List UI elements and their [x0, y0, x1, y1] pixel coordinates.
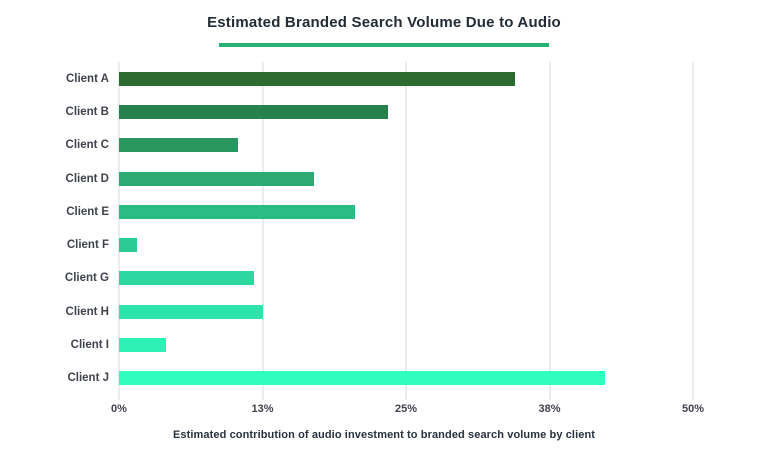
category-label: Client D [65, 172, 109, 185]
bar [119, 304, 263, 319]
chart-row: Client C [66, 129, 693, 162]
gridline [405, 62, 407, 400]
bar [119, 338, 167, 353]
x-axis: 0% 13% 25% 38% 50% [111, 395, 704, 419]
category-label: Client C [65, 139, 109, 152]
bar [119, 204, 356, 219]
chart-row: Client B [66, 95, 693, 128]
x-tick-label: 0% [111, 403, 127, 415]
title-underline [219, 43, 549, 47]
bar [119, 238, 138, 253]
plot-area: Client A Client B Client C Client D Client E… [65, 62, 704, 415]
x-tick-label: 50% [681, 403, 705, 415]
category-label: Client E [66, 205, 109, 218]
category-label: Client G [64, 272, 109, 285]
gridline [118, 62, 120, 400]
category-label: Client A [65, 72, 109, 85]
chart-title: Estimated Branded Search Volume Due to A… [207, 14, 561, 31]
bar [119, 138, 239, 153]
category-label: Client F [66, 239, 109, 252]
chart-caption: Estimated contribution of audio investme… [172, 429, 596, 441]
chart-row: Client J [67, 362, 693, 395]
bar [119, 104, 388, 119]
chart-row: Client I [71, 328, 693, 361]
chart-row: Client G [65, 262, 693, 295]
bar [119, 271, 255, 286]
category-label: Client H [65, 305, 109, 318]
x-tick-label: 38% [538, 403, 561, 415]
gridline [548, 62, 551, 400]
category-label: Client J [67, 372, 109, 385]
x-tick-label: 13% [251, 403, 274, 415]
gridline [261, 62, 264, 400]
x-tick-label: 25% [394, 403, 418, 415]
chart-row: Client E [66, 195, 693, 228]
gridline [692, 62, 694, 400]
bar [119, 171, 315, 186]
chart-row: Client A [66, 62, 693, 95]
category-label: Client I [70, 339, 109, 352]
bar [119, 371, 605, 386]
chart-row: Client D [66, 162, 693, 195]
category-label: Client B [65, 105, 109, 118]
bar [119, 71, 516, 86]
chart-row: Client H [66, 295, 693, 328]
chart-row: Client F [67, 229, 693, 262]
